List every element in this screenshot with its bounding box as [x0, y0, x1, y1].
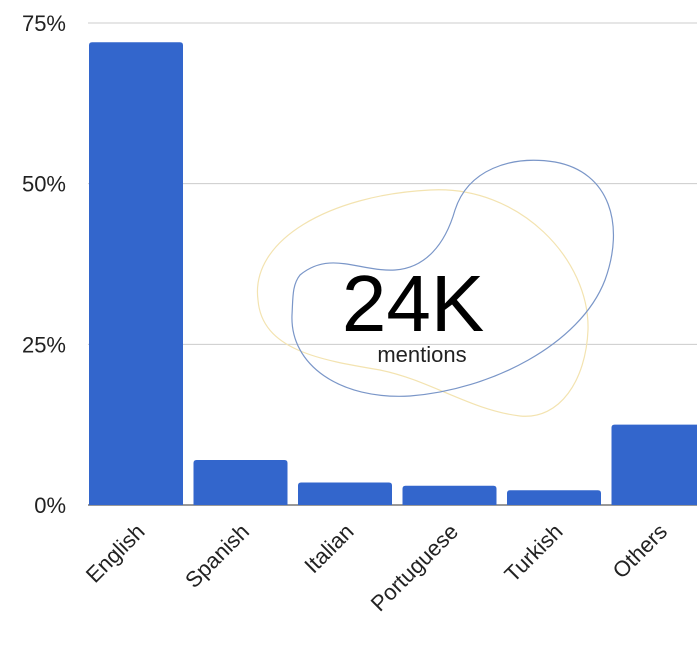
- y-tick-label: 50%: [22, 172, 66, 197]
- y-tick-label: 0%: [34, 493, 66, 518]
- y-tick-label: 25%: [22, 332, 66, 357]
- x-tick-label: Italian: [299, 519, 358, 578]
- bar-portuguese: [403, 486, 497, 505]
- bar-italian: [298, 483, 392, 505]
- annotation-value: 24K: [342, 259, 484, 348]
- y-tick-label: 75%: [22, 11, 66, 36]
- y-axis-ticks: 0% 25% 50% 75%: [22, 11, 66, 518]
- bar-spanish: [194, 460, 288, 505]
- x-tick-label: Turkish: [499, 519, 567, 587]
- x-tick-label: Spanish: [180, 519, 254, 593]
- x-tick-label: Others: [608, 519, 672, 583]
- x-tick-label: Portuguese: [366, 519, 463, 616]
- bar-english: [89, 42, 183, 505]
- bar-others: [612, 425, 697, 505]
- x-tick-label: English: [81, 519, 150, 588]
- bar-turkish: [507, 490, 601, 505]
- annotation-label: mentions: [377, 342, 466, 367]
- mentions-annotation: 24K mentions: [257, 160, 613, 416]
